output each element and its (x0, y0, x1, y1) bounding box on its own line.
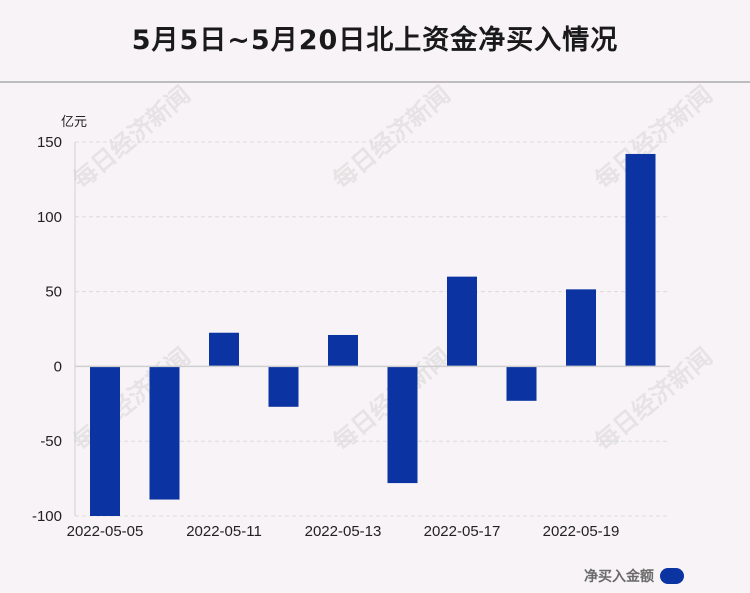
x-tick-label: 2022-05-13 (305, 523, 382, 540)
legend-swatch (660, 568, 684, 584)
y-tick-label: 100 (37, 209, 62, 226)
bar (387, 366, 418, 484)
bar (566, 289, 596, 367)
x-tick-label: 2022-05-17 (424, 523, 501, 540)
y-tick-label: 0 (54, 358, 62, 375)
x-tick-label: 2022-05-05 (67, 523, 144, 540)
y-tick-label: 150 (37, 134, 62, 151)
bar (149, 366, 180, 500)
x-tick-label: 2022-05-19 (543, 523, 620, 540)
y-axis-unit-label: 亿元 (61, 115, 87, 130)
y-tick-label: 50 (45, 284, 62, 301)
y-tick-label: -100 (32, 508, 62, 525)
legend-label: 净买入金额 (584, 569, 654, 585)
bar (328, 334, 358, 367)
y-tick-label: -50 (40, 433, 62, 450)
bar (506, 366, 537, 401)
bar (447, 276, 477, 367)
x-tick-label: 2022-05-11 (186, 523, 262, 540)
bar (625, 153, 656, 367)
chart-title: 5月5日~5月20日北上资金净买入情况 (131, 25, 619, 56)
bar (209, 332, 239, 367)
title-divider (0, 81, 750, 83)
bar (268, 366, 299, 407)
bar (90, 366, 120, 516)
legend: 净买入金额 (584, 566, 684, 586)
